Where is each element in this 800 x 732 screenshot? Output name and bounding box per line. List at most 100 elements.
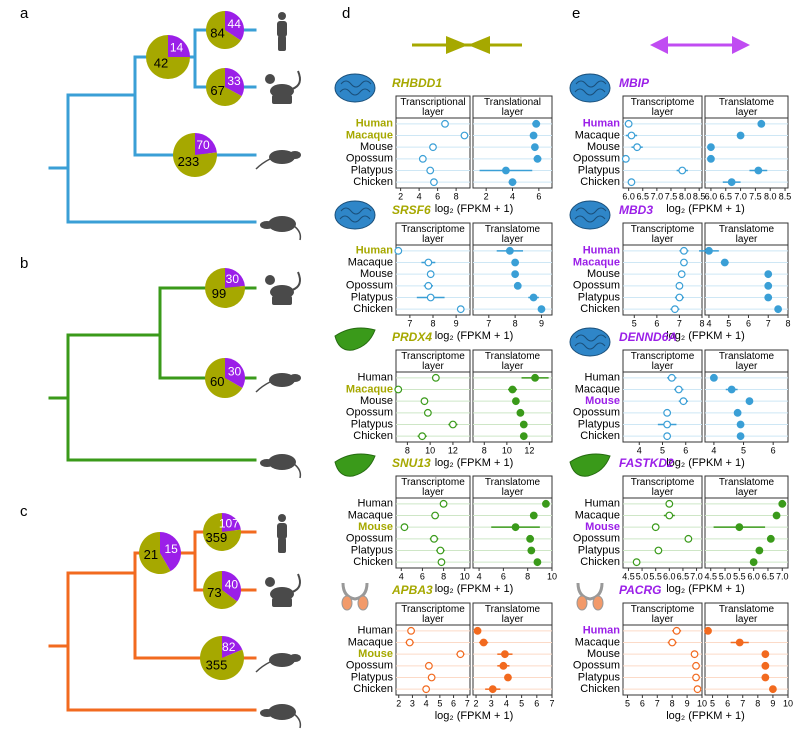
tissue-icon: [569, 327, 611, 357]
x-axis-label: log₂ (FPKM + 1): [435, 583, 514, 595]
head: [289, 374, 301, 382]
facet-label: Transcriptome layer: [631, 351, 695, 372]
x-tick-label: 7.0: [651, 191, 664, 201]
x-tick-label: 6.5: [636, 191, 649, 201]
dot: [501, 650, 509, 659]
x-tick-label: 10: [547, 571, 557, 581]
x-tick-label: 2: [398, 191, 403, 201]
pie-slice: [225, 358, 246, 388]
panel-label: e: [572, 5, 580, 22]
body: [268, 454, 296, 470]
facet-panel: [472, 117, 553, 189]
dot: [774, 305, 783, 314]
x-tick-label: 5: [625, 698, 630, 708]
facet-label-line: layer: [652, 234, 674, 245]
x-tick-label: 5.5: [733, 571, 746, 581]
species-label: Platypus: [578, 164, 621, 176]
x-tick-label: 6: [536, 191, 541, 201]
dot: [473, 626, 482, 635]
species-label: Opossum: [573, 660, 620, 672]
dot: [672, 626, 681, 635]
pie-slice: [160, 532, 181, 572]
dot: [627, 178, 636, 187]
x-tick-label: 8: [513, 318, 518, 328]
dot: [526, 534, 535, 543]
animal-silhouette: [255, 653, 301, 673]
species-label: Macaque: [348, 636, 393, 648]
pie-slice: [138, 532, 171, 574]
pie-slice: [200, 636, 245, 680]
dot: [460, 131, 469, 140]
facet-panel: [704, 117, 789, 189]
dot: [542, 499, 550, 508]
x-tick-label: 7.0: [734, 191, 747, 201]
species-label: Chicken: [353, 430, 393, 442]
body: [270, 587, 294, 601]
brain-folds: [339, 80, 372, 96]
pie-slice: [222, 571, 242, 602]
dot: [720, 258, 729, 267]
dot: [766, 534, 775, 543]
species-label: Mouse: [587, 141, 620, 153]
x-tick-label: 7: [549, 698, 554, 708]
species-label: Opossum: [573, 153, 620, 165]
chart-title: PACRG: [619, 583, 661, 597]
dot: [456, 650, 465, 659]
pie-label: 359: [206, 530, 228, 545]
x-axis-label: log₂ (FPKM + 1): [666, 330, 745, 342]
pie-label: 355: [206, 658, 228, 673]
facet-label: Transcriptome layer: [401, 604, 465, 625]
dot: [513, 281, 522, 290]
facet-label-line: layer: [736, 234, 758, 245]
facet-label-line: Transcriptional: [400, 97, 465, 108]
panel-label: d: [342, 5, 350, 22]
x-tick-label: 9: [770, 698, 775, 708]
x-axis-label: log₂ (FPKM + 1): [666, 710, 745, 722]
tissue-icon: [334, 73, 376, 103]
x-tick-label: 6: [771, 445, 776, 455]
head: [260, 221, 274, 229]
dot: [504, 673, 512, 682]
facet-label-line: Translatome: [719, 97, 775, 108]
pie-label: 21: [144, 547, 158, 562]
facet-label-line: layer: [652, 361, 674, 372]
facet-label: Translatome layer: [485, 224, 541, 245]
facet-label-line: layer: [422, 234, 444, 245]
pie-slice: [206, 11, 241, 50]
dot: [429, 143, 437, 152]
pie-label: 67: [210, 83, 224, 98]
dot: [680, 246, 688, 255]
brain: [569, 73, 611, 103]
pie-slice: [205, 358, 243, 398]
x-tick-label: 7.5: [749, 191, 762, 201]
pie-slice: [205, 268, 245, 309]
pie-slice: [203, 513, 241, 551]
facet-panel: [704, 371, 789, 443]
animal-silhouette: [265, 573, 301, 607]
animal-silhouette: [260, 454, 302, 479]
chart-title: APBA3: [391, 583, 433, 597]
brain: [569, 327, 611, 357]
dot: [621, 154, 630, 163]
facet-label: Translatome layer: [719, 97, 775, 118]
dot: [749, 558, 758, 567]
dot: [764, 281, 773, 290]
x-tick-label: 3: [489, 698, 494, 708]
facet-label: Translatome layer: [485, 351, 541, 372]
dot: [764, 270, 773, 279]
chart-title: MBD3: [619, 203, 653, 217]
x-axis-label: log₂ (FPKM + 1): [435, 710, 514, 722]
testis-duct: [341, 582, 369, 601]
pie-slice: [195, 133, 217, 155]
panel-label: c: [20, 503, 28, 520]
brain: [334, 200, 376, 230]
facet-panel: [395, 624, 471, 696]
x-tick-label: 6.5: [677, 571, 690, 581]
pie-label: 33: [227, 74, 241, 88]
facet-label: Translatome layer: [719, 224, 775, 245]
species-label: Macaque: [575, 636, 620, 648]
pie-label: 84: [210, 25, 224, 40]
species-label: Platypus: [351, 418, 394, 430]
x-axis-label: log₂ (FPKM + 1): [435, 457, 514, 469]
